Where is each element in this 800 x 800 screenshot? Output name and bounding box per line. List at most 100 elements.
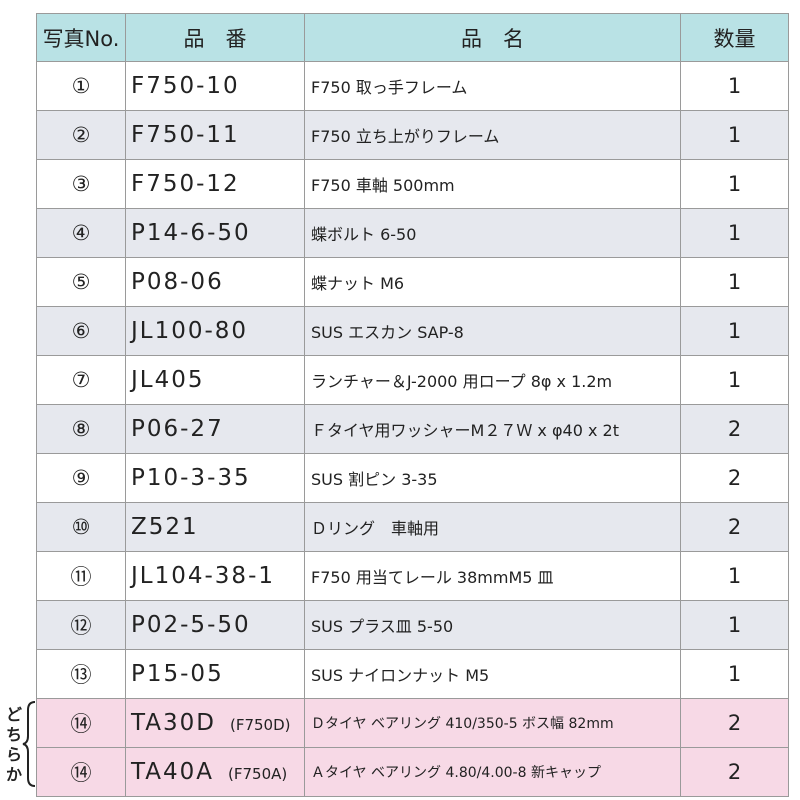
photo-no-cell: ④: [36, 208, 126, 258]
photo-no-cell: ③: [36, 159, 126, 209]
table-row: ⑦ JL405 ランチャー＆J-2000 用ロープ 8φ x 1.2m 1: [36, 355, 789, 405]
photo-no-cell: ⑬: [36, 649, 126, 699]
part-number-cell: JL405: [125, 355, 305, 405]
part-name-cell: Ｄリング 車軸用: [304, 502, 681, 552]
photo-no-cell: ①: [36, 61, 126, 111]
quantity-cell: 2: [680, 453, 789, 503]
table-row: ⑭ TA40A (F750A) Ａタイヤ ベアリング 4.80/4.00-8 新キ…: [36, 747, 789, 797]
part-number: P02-5-50: [131, 612, 251, 638]
part-number: P14-6-50: [131, 220, 251, 246]
table-row: ⑭ TA30D (F750D) Ｄタイヤ ベアリング 410/350-5 ボス幅 …: [36, 698, 789, 748]
part-name-cell: Ｆタイヤ用ワッシャーM２７Ｗ x φ40 x 2t: [304, 404, 681, 454]
part-number-cell: F750-11: [125, 110, 305, 160]
quantity-cell: 1: [680, 355, 789, 405]
table-row: ② F750-11 F750 立ち上がりフレーム 1: [36, 110, 789, 160]
part-name-cell: F750 取っ手フレーム: [304, 61, 681, 111]
quantity-cell: 1: [680, 159, 789, 209]
photo-no-cell: ⑧: [36, 404, 126, 454]
part-name-cell: F750 車軸 500mm: [304, 159, 681, 209]
part-name-cell: SUS 割ピン 3-35: [304, 453, 681, 503]
quantity-cell: 1: [680, 600, 789, 650]
quantity-cell: 1: [680, 649, 789, 699]
part-name-cell: 蝶ナット M6: [304, 257, 681, 307]
part-name-cell: ランチャー＆J-2000 用ロープ 8φ x 1.2m: [304, 355, 681, 405]
part-name-cell: SUS ナイロンナット M5: [304, 649, 681, 699]
table-row: ③ F750-12 F750 車軸 500mm 1: [36, 159, 789, 209]
model-code: (F750D): [229, 716, 291, 734]
table-row: ⑧ P06-27 Ｆタイヤ用ワッシャーM２７Ｗ x φ40 x 2t 2: [36, 404, 789, 454]
part-number-cell: P15-05: [125, 649, 305, 699]
photo-no-cell: ⑫: [36, 600, 126, 650]
part-number: TA30D: [131, 710, 216, 736]
either-note: どちらか: [5, 705, 22, 784]
part-number: F750-11: [131, 122, 240, 148]
part-number-cell: P10-3-35: [125, 453, 305, 503]
part-name-cell: SUS エスカン SAP-8: [304, 306, 681, 356]
part-number: F750-10: [131, 73, 240, 99]
quantity-cell: 1: [680, 306, 789, 356]
table-row: ④ P14-6-50 蝶ボルト 6-50 1: [36, 208, 789, 258]
part-number-cell: F750-10: [125, 61, 305, 111]
part-number: JL405: [131, 367, 205, 393]
quantity-cell: 2: [680, 502, 789, 552]
part-name-cell: Ｄタイヤ ベアリング 410/350-5 ボス幅 82mm: [304, 698, 681, 748]
quantity-cell: 1: [680, 208, 789, 258]
part-number: Z521: [131, 514, 199, 540]
photo-no-cell: ⑥: [36, 306, 126, 356]
part-number-cell: P14-6-50: [125, 208, 305, 258]
model-code: (F750A): [228, 765, 288, 783]
part-number-cell: P08-06: [125, 257, 305, 307]
photo-no-cell: ⑨: [36, 453, 126, 503]
photo-no-cell: ⑭: [36, 747, 126, 797]
header-quantity: 数量: [680, 13, 789, 62]
parts-table: 写真No. 品 番 品 名 数量 ① F750-10 F750 取っ手フレーム …: [36, 13, 789, 797]
part-number-cell: JL100-80: [125, 306, 305, 356]
header-row: 写真No. 品 番 品 名 数量: [36, 13, 789, 62]
quantity-cell: 1: [680, 61, 789, 111]
table-row: ⑩ Z521 Ｄリング 車軸用 2: [36, 502, 789, 552]
part-name-cell: Ａタイヤ ベアリング 4.80/4.00-8 新キャップ: [304, 747, 681, 797]
part-number-cell: P02-5-50: [125, 600, 305, 650]
photo-no-cell: ⑤: [36, 257, 126, 307]
table-row: ① F750-10 F750 取っ手フレーム 1: [36, 61, 789, 111]
quantity-cell: 2: [680, 404, 789, 454]
header-photo-no: 写真No.: [36, 13, 126, 62]
part-number: F750-12: [131, 171, 240, 197]
brace-icon: [22, 701, 36, 787]
photo-no-cell: ⑩: [36, 502, 126, 552]
part-name-cell: F750 用当てレール 38mmM5 皿: [304, 551, 681, 601]
table-row: ⑨ P10-3-35 SUS 割ピン 3-35 2: [36, 453, 789, 503]
part-number: JL104-38-1: [131, 563, 275, 589]
part-number-cell: P06-27: [125, 404, 305, 454]
part-name-cell: 蝶ボルト 6-50: [304, 208, 681, 258]
part-number: P08-06: [131, 269, 224, 295]
table-row: ⑪ JL104-38-1 F750 用当てレール 38mmM5 皿 1: [36, 551, 789, 601]
part-name-cell: SUS プラス皿 5-50: [304, 600, 681, 650]
table-row: ⑥ JL100-80 SUS エスカン SAP-8 1: [36, 306, 789, 356]
quantity-cell: 1: [680, 110, 789, 160]
header-part-name: 品 名: [304, 13, 681, 62]
header-part-number: 品 番: [125, 13, 305, 62]
part-number-cell: TA30D (F750D): [125, 698, 305, 748]
part-number-cell: Z521: [125, 502, 305, 552]
table-row: ⑬ P15-05 SUS ナイロンナット M5 1: [36, 649, 789, 699]
photo-no-cell: ⑦: [36, 355, 126, 405]
part-number: TA40A: [131, 759, 214, 785]
table-row: ⑫ P02-5-50 SUS プラス皿 5-50 1: [36, 600, 789, 650]
part-number: P10-3-35: [131, 465, 251, 491]
quantity-cell: 1: [680, 551, 789, 601]
photo-no-cell: ⑭: [36, 698, 126, 748]
quantity-cell: 2: [680, 698, 789, 748]
photo-no-cell: ⑪: [36, 551, 126, 601]
part-number: P15-05: [131, 661, 224, 687]
photo-no-cell: ②: [36, 110, 126, 160]
part-number-cell: JL104-38-1: [125, 551, 305, 601]
quantity-cell: 2: [680, 747, 789, 797]
part-number-cell: F750-12: [125, 159, 305, 209]
part-number: P06-27: [131, 416, 224, 442]
table-row: ⑤ P08-06 蝶ナット M6 1: [36, 257, 789, 307]
quantity-cell: 1: [680, 257, 789, 307]
part-name-cell: F750 立ち上がりフレーム: [304, 110, 681, 160]
part-number: JL100-80: [131, 318, 249, 344]
part-number-cell: TA40A (F750A): [125, 747, 305, 797]
